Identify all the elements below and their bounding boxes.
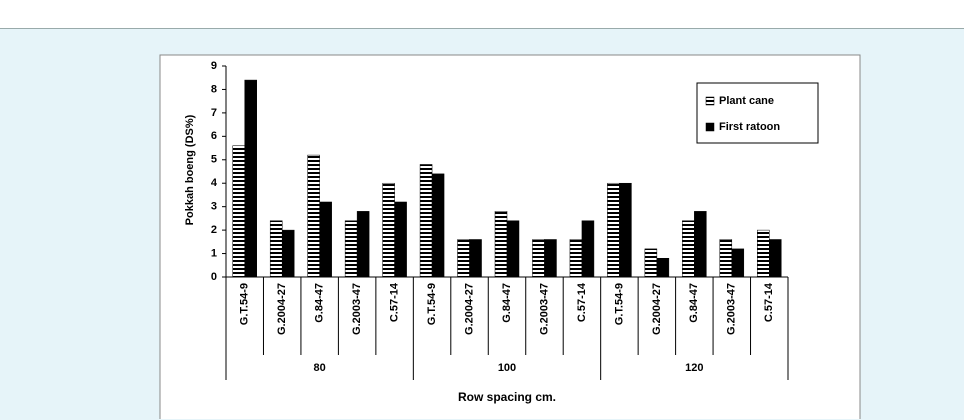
legend-box <box>696 82 819 144</box>
y-tick-label: 9 <box>211 60 217 72</box>
x-tick-label: G.2004-27 <box>463 283 475 335</box>
bar <box>694 211 707 278</box>
x-tick-label: G.2003-47 <box>726 283 738 335</box>
group-label: 120 <box>685 362 703 374</box>
x-tick-label: G.T.54-9 <box>613 283 625 325</box>
y-tick-label: 3 <box>211 201 217 213</box>
x-tick-label: G.2004-27 <box>651 283 663 335</box>
bar <box>757 229 770 278</box>
bar <box>244 79 257 278</box>
bar <box>731 248 745 278</box>
bar <box>382 182 395 278</box>
y-tick-label: 1 <box>211 247 217 259</box>
bar <box>494 211 508 278</box>
x-axis-title: Row spacing cm. <box>458 390 556 404</box>
bar <box>307 154 320 278</box>
bar <box>281 229 295 278</box>
y-tick-label: 5 <box>211 154 217 166</box>
y-axis-title: Pokkah boeng (DS%) <box>184 114 196 225</box>
y-tick-label: 4 <box>211 177 218 189</box>
bar <box>544 239 557 278</box>
x-tick-label: G.84-47 <box>314 283 326 323</box>
bar <box>394 201 407 278</box>
bar <box>431 173 445 278</box>
bar <box>682 220 695 278</box>
bar <box>569 239 583 278</box>
bar <box>581 220 595 278</box>
bar <box>532 239 545 278</box>
bar <box>232 145 245 278</box>
y-tick-label: 7 <box>211 107 217 119</box>
bar <box>506 220 520 278</box>
bar <box>607 182 620 278</box>
bar <box>269 220 283 278</box>
y-tick-label: 0 <box>211 271 217 283</box>
x-tick-label: C.57-14 <box>763 282 775 322</box>
y-tick-label: 6 <box>211 130 217 142</box>
x-tick-label: C.57-14 <box>389 282 401 322</box>
x-tick-label: G.84-47 <box>501 283 513 323</box>
x-tick-label: G.84-47 <box>688 283 700 323</box>
legend-swatch <box>705 122 715 132</box>
group-label: 100 <box>498 362 516 374</box>
x-tick-label: G.T.54-9 <box>239 283 251 325</box>
y-tick-label: 2 <box>211 224 217 236</box>
x-tick-label: G.T.54-9 <box>426 283 438 325</box>
bar <box>319 201 332 278</box>
bar <box>769 239 782 278</box>
x-tick-label: G.2003-47 <box>538 283 550 335</box>
bar <box>419 164 433 278</box>
bar <box>644 248 658 278</box>
bar <box>344 220 358 278</box>
bar <box>719 239 733 278</box>
bar <box>457 239 470 278</box>
bar <box>619 182 632 278</box>
legend-swatch <box>705 96 715 106</box>
legend-label: Plant cane <box>719 95 774 107</box>
bar <box>356 211 370 278</box>
x-tick-label: G.2004-27 <box>276 283 288 335</box>
legend-label: First ratoon <box>719 121 780 133</box>
bar <box>469 239 482 278</box>
bar <box>656 257 670 278</box>
group-label: 80 <box>314 362 326 374</box>
x-tick-label: C.57-14 <box>576 282 588 322</box>
x-tick-label: G.2003-47 <box>351 283 363 335</box>
y-tick-label: 8 <box>211 83 217 95</box>
